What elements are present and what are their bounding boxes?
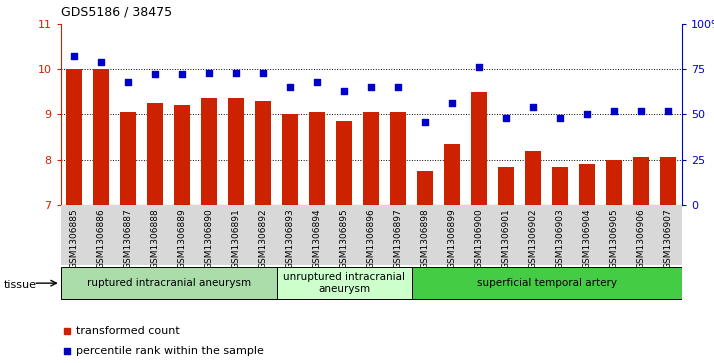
Bar <box>412 267 682 299</box>
Point <box>663 108 674 114</box>
Point <box>582 111 593 117</box>
Point <box>528 104 539 110</box>
Point <box>608 108 620 114</box>
Text: GSM1306885: GSM1306885 <box>70 208 79 269</box>
Bar <box>282 114 298 205</box>
Point <box>420 119 431 125</box>
Text: GSM1306901: GSM1306901 <box>502 208 511 269</box>
Text: GSM1306888: GSM1306888 <box>151 208 160 269</box>
Point <box>555 115 566 121</box>
Text: GSM1306893: GSM1306893 <box>286 208 295 269</box>
Point <box>69 53 80 59</box>
Point <box>338 88 350 94</box>
Point <box>311 79 323 85</box>
Text: GSM1306889: GSM1306889 <box>178 208 187 269</box>
Point <box>473 64 485 70</box>
Bar <box>417 171 433 205</box>
Point <box>203 70 215 76</box>
Text: GSM1306886: GSM1306886 <box>96 208 106 269</box>
Text: GSM1306905: GSM1306905 <box>610 208 619 269</box>
Bar <box>444 144 461 205</box>
Text: transformed count: transformed count <box>76 326 180 336</box>
Point <box>61 328 73 334</box>
Bar <box>147 103 164 205</box>
Point <box>366 84 377 90</box>
Point <box>61 348 73 354</box>
Text: GSM1306899: GSM1306899 <box>448 208 457 269</box>
Text: GSM1306894: GSM1306894 <box>313 208 322 269</box>
Text: GSM1306892: GSM1306892 <box>258 208 268 269</box>
Bar <box>120 112 136 205</box>
Point <box>501 115 512 121</box>
Bar <box>390 112 406 205</box>
Text: GSM1306900: GSM1306900 <box>475 208 484 269</box>
Text: GSM1306903: GSM1306903 <box>555 208 565 269</box>
Text: GSM1306887: GSM1306887 <box>124 208 133 269</box>
Text: GSM1306902: GSM1306902 <box>529 208 538 269</box>
Point <box>635 108 647 114</box>
Text: ruptured intracranial aneurysm: ruptured intracranial aneurysm <box>86 278 251 288</box>
Bar <box>201 98 217 205</box>
Bar <box>660 158 676 205</box>
Text: GSM1306891: GSM1306891 <box>232 208 241 269</box>
Text: GSM1306897: GSM1306897 <box>394 208 403 269</box>
Point <box>393 84 404 90</box>
Bar <box>552 167 568 205</box>
Point <box>176 72 188 77</box>
Text: GSM1306898: GSM1306898 <box>421 208 430 269</box>
Bar <box>526 151 541 205</box>
Text: GSM1306906: GSM1306906 <box>637 208 646 269</box>
Text: superficial temporal artery: superficial temporal artery <box>477 278 617 288</box>
Bar <box>228 98 244 205</box>
Bar <box>255 101 271 205</box>
Text: GSM1306907: GSM1306907 <box>664 208 673 269</box>
Text: percentile rank within the sample: percentile rank within the sample <box>76 346 264 356</box>
Point <box>149 72 161 77</box>
Text: GSM1306904: GSM1306904 <box>583 208 592 269</box>
Point <box>231 70 242 76</box>
Bar <box>66 69 82 205</box>
Bar <box>336 121 353 205</box>
Text: unruptured intracranial
aneurysm: unruptured intracranial aneurysm <box>283 272 406 294</box>
Point <box>446 101 458 106</box>
Bar <box>579 164 595 205</box>
Bar <box>174 105 191 205</box>
Bar <box>93 69 109 205</box>
Text: GDS5186 / 38475: GDS5186 / 38475 <box>61 5 172 19</box>
Point <box>123 79 134 85</box>
Point <box>285 84 296 90</box>
Bar <box>633 158 650 205</box>
Point <box>258 70 269 76</box>
Text: tissue: tissue <box>4 280 36 290</box>
Point <box>96 59 107 65</box>
Bar <box>498 167 514 205</box>
Text: GSM1306896: GSM1306896 <box>367 208 376 269</box>
Bar <box>471 91 488 205</box>
Bar <box>61 267 277 299</box>
Bar <box>277 267 412 299</box>
Bar <box>606 160 623 205</box>
Bar <box>363 112 379 205</box>
Bar <box>309 112 326 205</box>
Text: GSM1306895: GSM1306895 <box>340 208 348 269</box>
Text: GSM1306890: GSM1306890 <box>205 208 213 269</box>
